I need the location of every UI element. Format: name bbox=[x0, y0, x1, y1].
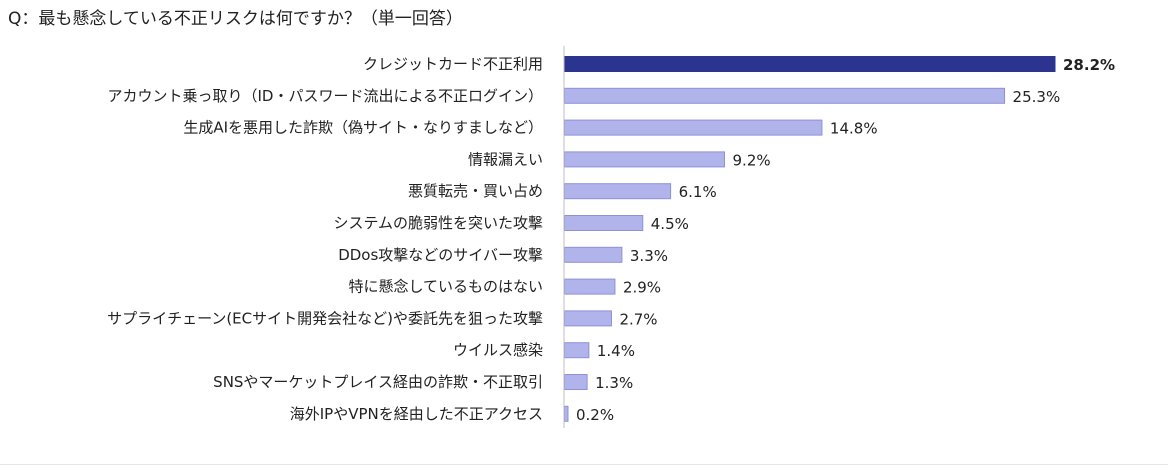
category-label-1: クレジットカード不正利用 bbox=[363, 55, 543, 73]
value-label-7: 3.3% bbox=[630, 247, 668, 265]
category-label-7: DDos攻撃などのサイバー攻撃 bbox=[338, 246, 543, 264]
category-label-8: 特に懸念しているものはない bbox=[348, 278, 543, 296]
category-label-2: アカウント乗っ取り（ID・パスワード流出による不正ログイン） bbox=[107, 87, 543, 105]
category-label-3: 生成AIを悪用した詐欺（偽サイト・なりすましなど） bbox=[183, 119, 543, 137]
bar-1 bbox=[564, 56, 1056, 72]
category-label-9: サプライチェーン(ECサイト開発会社など)や委託先を狙った攻撃 bbox=[107, 309, 543, 327]
value-label-2: 25.3% bbox=[1013, 88, 1061, 106]
value-label-3: 14.8% bbox=[830, 120, 878, 138]
value-label-12: 0.2% bbox=[576, 406, 614, 424]
bar-5 bbox=[564, 183, 672, 200]
value-label-4: 9.2% bbox=[733, 151, 771, 169]
bars-group bbox=[564, 56, 1056, 422]
category-label-6: システムの脆弱性を突いた攻撃 bbox=[333, 214, 543, 232]
bar-11 bbox=[564, 374, 588, 390]
category-label-12: 海外IPやVPNを経由した不正アクセス bbox=[290, 405, 543, 423]
value-label-5: 6.1% bbox=[679, 183, 717, 201]
bar-4 bbox=[564, 151, 726, 168]
value-label-9: 2.7% bbox=[619, 310, 657, 328]
bar-9 bbox=[564, 310, 612, 327]
value-label-6: 4.5% bbox=[651, 215, 689, 233]
category-label-11: SNSやマーケットプレイス経由の詐欺・不正取引 bbox=[213, 373, 543, 391]
bar-2 bbox=[564, 87, 1006, 104]
bar-6 bbox=[564, 215, 644, 231]
bar-10 bbox=[564, 342, 590, 359]
value-label-8: 2.9% bbox=[623, 279, 661, 297]
category-labels-group: クレジットカード不正利用アカウント乗っ取り（ID・パスワード流出による不正ログイ… bbox=[107, 55, 543, 423]
value-label-10: 1.4% bbox=[597, 342, 635, 360]
category-label-4: 情報漏えい bbox=[468, 150, 543, 168]
bar-8 bbox=[564, 278, 616, 295]
category-label-10: ウイルス感染 bbox=[453, 341, 543, 359]
value-label-11: 1.3% bbox=[595, 374, 633, 392]
category-label-5: 悪質転売・買い占め bbox=[408, 182, 543, 200]
bar-3 bbox=[564, 119, 823, 136]
value-labels-group: 28.2%25.3% 14.8% 9.2% 6.1% 4.5% 3.3% 2.9% 2.7% 1… bbox=[576, 56, 1115, 424]
value-label-1: 28.2% bbox=[1063, 56, 1115, 74]
bar-7 bbox=[564, 246, 623, 263]
chart-question-title: Q：最も懸念している不正リスクは何ですか？（単一回答） bbox=[8, 9, 463, 29]
bottom-divider bbox=[0, 464, 1168, 465]
bar-12 bbox=[564, 405, 569, 422]
